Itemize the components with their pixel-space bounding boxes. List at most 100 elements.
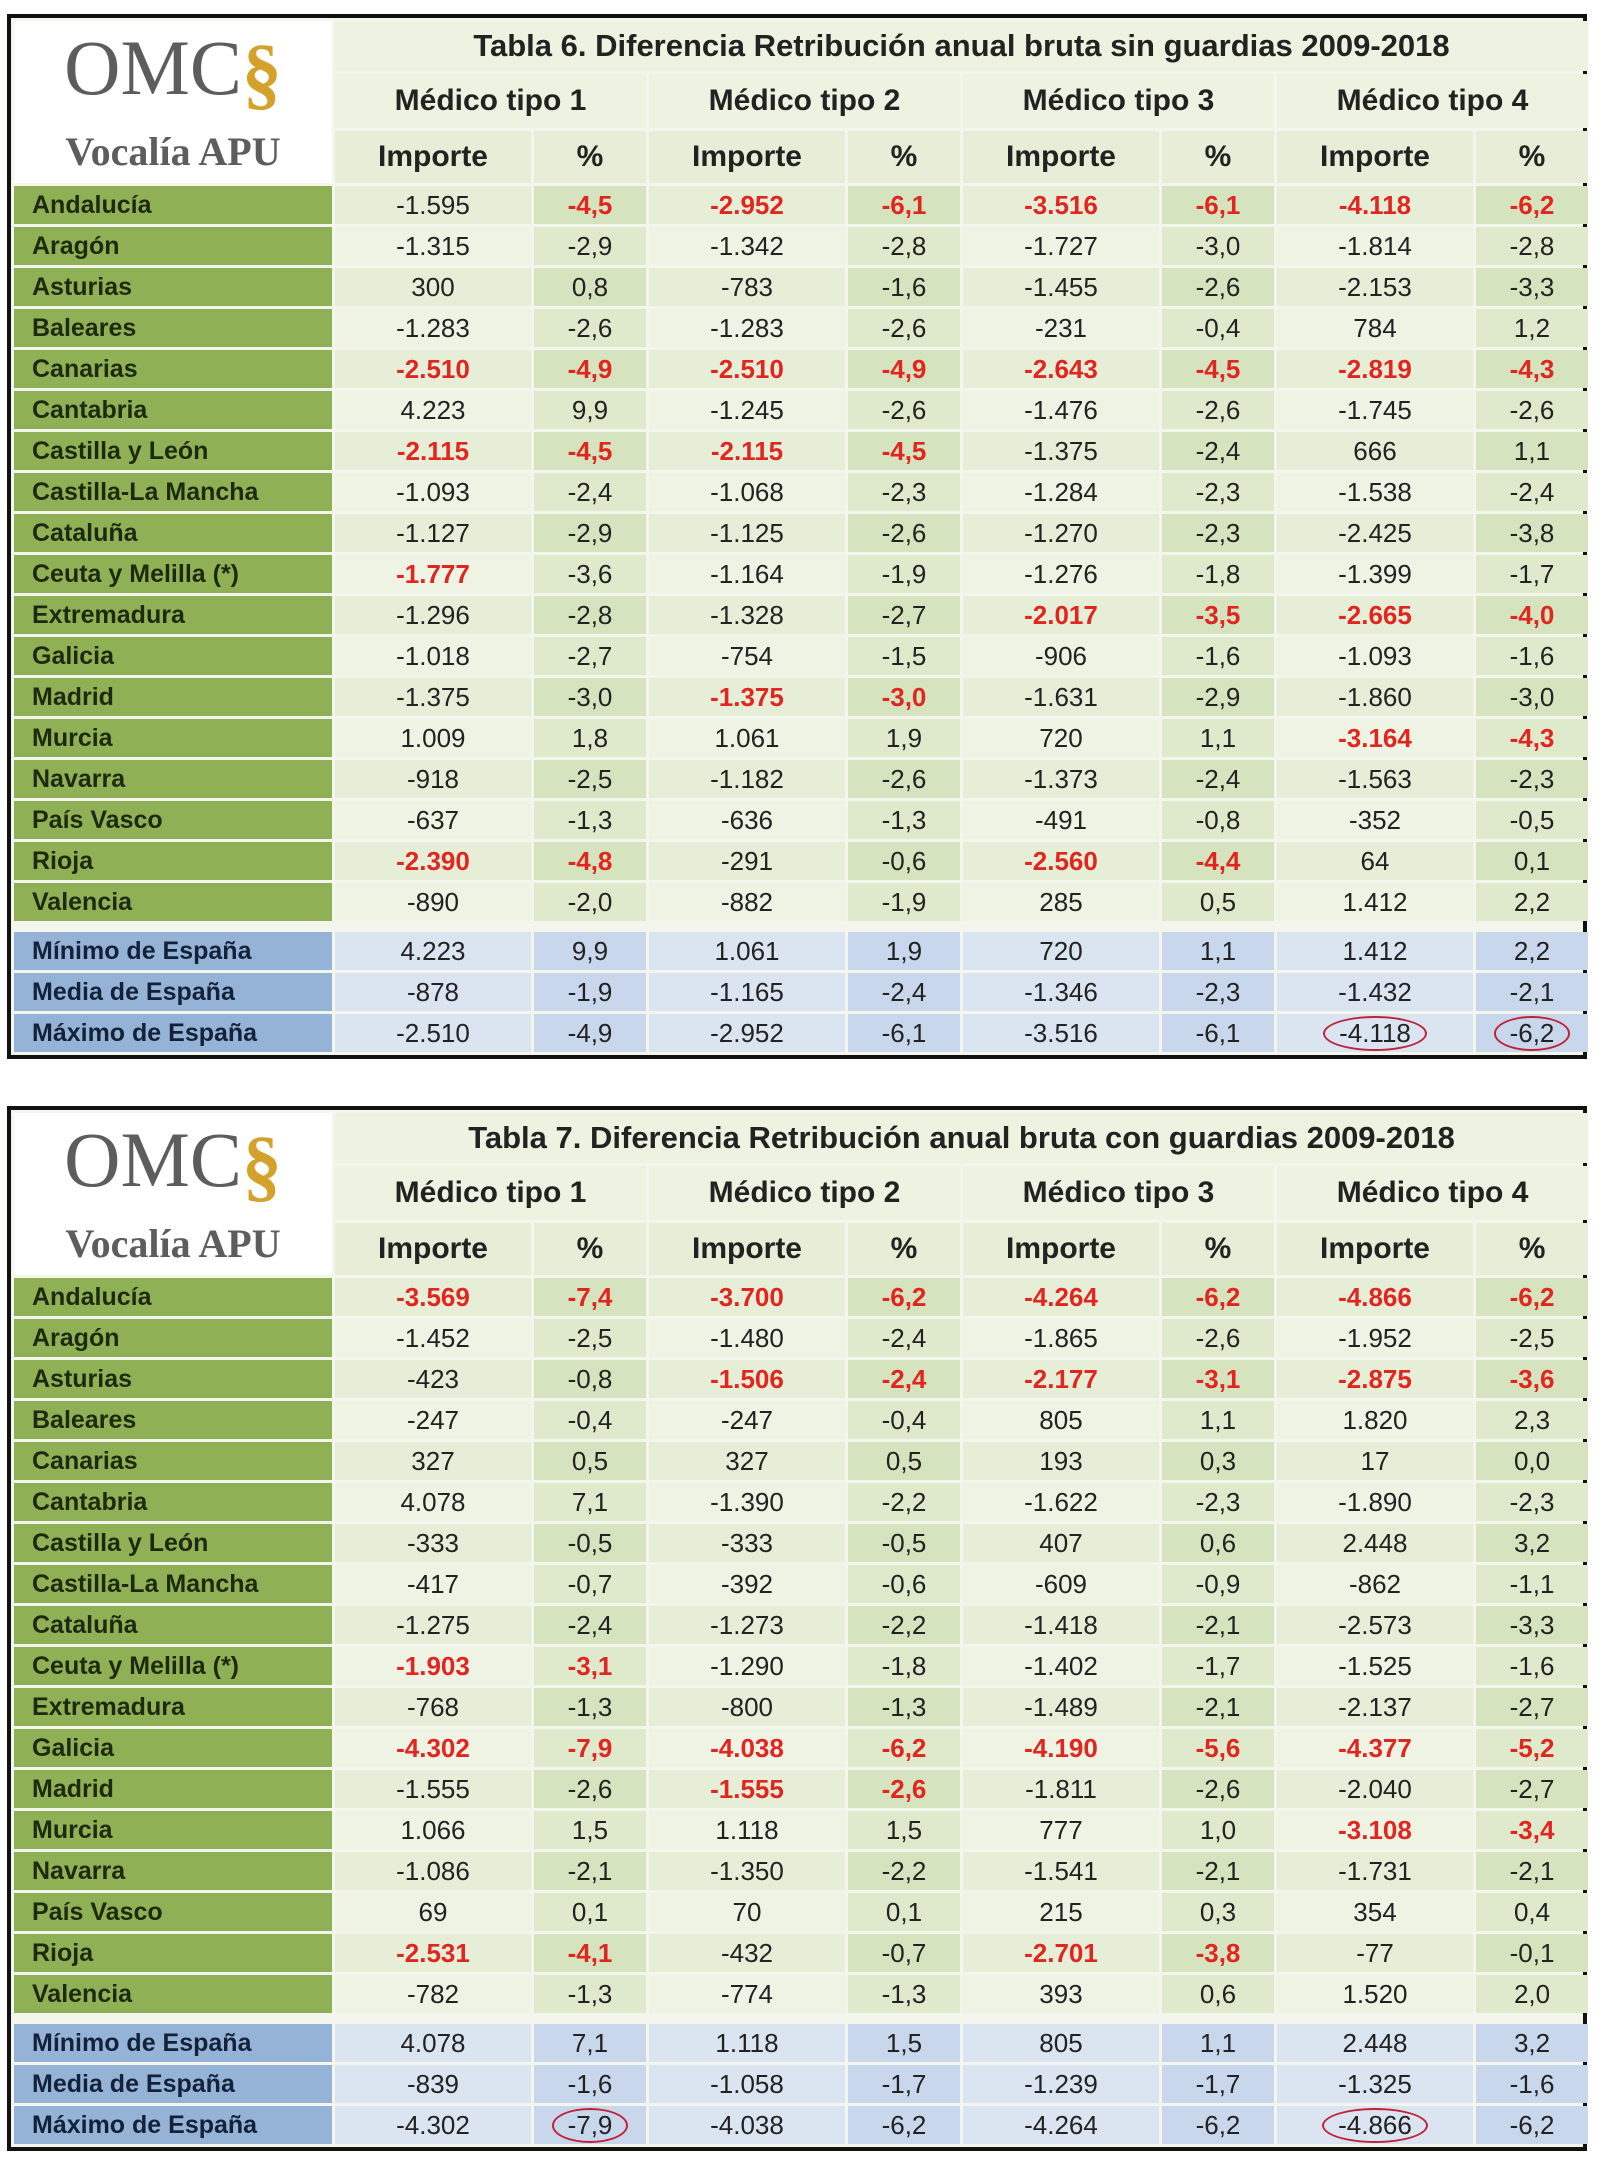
value-cell: -2,6: [1162, 268, 1274, 306]
value-cell: 2,0: [1476, 1975, 1589, 2013]
value-cell: -2,6: [534, 1770, 646, 1808]
region: Cantabria: [14, 1483, 332, 1521]
value-cell: 1,5: [534, 1811, 646, 1849]
summary-label: Mínimo de España: [14, 932, 332, 970]
value-cell: -1.865: [963, 1319, 1159, 1357]
summary-cell: -4.118: [1277, 1014, 1473, 1052]
value-cell: -0,4: [534, 1401, 646, 1439]
region: Canarias: [14, 1442, 332, 1480]
value-cell: -2,1: [1476, 1852, 1589, 1890]
logo-text: OMC: [64, 1116, 242, 1203]
value-cell: 1.820: [1277, 1401, 1473, 1439]
value-cell: -392: [649, 1565, 845, 1603]
value-cell: -3,3: [1476, 268, 1589, 306]
data-row: País Vasco -637 -1,3 -636 -1,3 -491 -0,8 -352 -0…: [14, 801, 1589, 839]
value-cell: -3,0: [1476, 678, 1589, 716]
value-cell: 1.061: [649, 719, 845, 757]
value-cell: -2.115: [649, 432, 845, 470]
data-row: Asturias 300 0,8 -783 -1,6 -1.455 -2,6 -2.153 -3…: [14, 268, 1589, 306]
value-cell: -1.595: [335, 186, 531, 224]
summary-cell: -4.302: [335, 2106, 531, 2144]
value-cell: -1.093: [1277, 637, 1473, 675]
summary-cell: -2,3: [1162, 973, 1274, 1011]
value-cell: -2.875: [1277, 1360, 1473, 1398]
value-cell: -1.373: [963, 760, 1159, 798]
value-cell: 805: [963, 1401, 1159, 1439]
value-cell: -4,5: [1162, 350, 1274, 388]
group-header: Médico tipo 4: [1277, 74, 1589, 128]
value-cell: -2.819: [1277, 350, 1473, 388]
value-cell: -2,4: [1162, 432, 1274, 470]
data-row: Ceuta y Melilla (*) -1.777 -3,6 -1.164 -1,9-…: [14, 555, 1589, 593]
value-cell: -890: [335, 883, 531, 921]
value-cell: -1,3: [848, 1688, 960, 1726]
value-cell: -4,3: [1476, 719, 1589, 757]
value-cell: 0,5: [1162, 883, 1274, 921]
value-cell: -1.731: [1277, 1852, 1473, 1890]
value-cell: 327: [335, 1442, 531, 1480]
value-cell: -2,1: [1162, 1852, 1274, 1890]
summary-label: Máximo de España: [14, 1014, 332, 1052]
value-cell: -4.377: [1277, 1729, 1473, 1767]
value-cell: -2,9: [534, 227, 646, 265]
value-cell: -1,6: [1476, 1647, 1589, 1685]
value-cell: -1.563: [1277, 760, 1473, 798]
value-cell: -2.701: [963, 1934, 1159, 1972]
value-cell: -6,1: [1162, 186, 1274, 224]
summary-cell: 1,1: [1162, 932, 1274, 970]
value-cell: -2,6: [1162, 391, 1274, 429]
value-cell: -2.115: [335, 432, 531, 470]
summary-cell: 1,5: [848, 2024, 960, 2062]
value-cell: -1,3: [534, 1975, 646, 2013]
value-cell: -1.275: [335, 1606, 531, 1644]
data-table: OMC§ Vocalía APU Tabla 6. Diferencia Retri…: [11, 18, 1591, 1055]
value-cell: -0,8: [1162, 801, 1274, 839]
value-cell: -1,6: [1476, 637, 1589, 675]
value-cell: 1.412: [1277, 883, 1473, 921]
value-cell: -0,4: [848, 1401, 960, 1439]
value-cell: -2,4: [1476, 473, 1589, 511]
region: Castilla y León: [14, 1524, 332, 1562]
region: País Vasco: [14, 1893, 332, 1931]
value-cell: -1,6: [1162, 637, 1274, 675]
summary-cell: 7,1: [534, 2024, 646, 2062]
region: Ceuta y Melilla (*): [14, 555, 332, 593]
value-cell: -1.555: [335, 1770, 531, 1808]
value-cell: -2,6: [848, 1770, 960, 1808]
title-row: OMC§ Vocalía APU Tabla 6. Diferencia Retri…: [14, 21, 1589, 183]
value-cell: -1.245: [649, 391, 845, 429]
subheader: Importe: [335, 1223, 531, 1275]
value-cell: -6,2: [1476, 1278, 1589, 1316]
value-cell: -2,3: [1476, 760, 1589, 798]
summary-cell: -1.165: [649, 973, 845, 1011]
value-cell: -1.164: [649, 555, 845, 593]
summary-cell: 1,1: [1162, 2024, 1274, 2062]
value-cell: -783: [649, 268, 845, 306]
value-cell: -2,6: [1476, 391, 1589, 429]
value-cell: -6,2: [848, 1729, 960, 1767]
value-cell: -2,2: [848, 1852, 960, 1890]
subheader: Importe: [649, 131, 845, 183]
value-cell: -4.302: [335, 1729, 531, 1767]
value-cell: -636: [649, 801, 845, 839]
value-cell: 0,8: [534, 268, 646, 306]
value-cell: -3.569: [335, 1278, 531, 1316]
value-cell: 784: [1277, 309, 1473, 347]
circled-value: -4.866: [1322, 2107, 1428, 2143]
subheader: Importe: [963, 131, 1159, 183]
value-cell: -774: [649, 1975, 845, 2013]
value-cell: -1.480: [649, 1319, 845, 1357]
value-cell: -3,6: [534, 555, 646, 593]
value-cell: 2,2: [1476, 883, 1589, 921]
value-cell: 1,1: [1162, 719, 1274, 757]
value-cell: -2,8: [534, 596, 646, 634]
subheader-row: Importe% Importe% Importe% Importe%: [14, 131, 1589, 183]
value-cell: -1.068: [649, 473, 845, 511]
region: Cantabria: [14, 391, 332, 429]
value-cell: -3,0: [848, 678, 960, 716]
value-cell: -291: [649, 842, 845, 880]
value-cell: 1.009: [335, 719, 531, 757]
region: Baleares: [14, 309, 332, 347]
summary-cell: -878: [335, 973, 531, 1011]
